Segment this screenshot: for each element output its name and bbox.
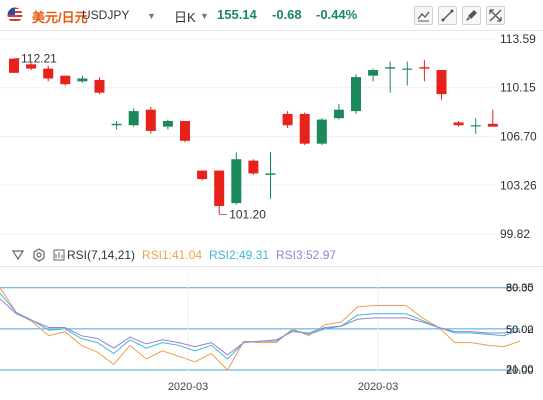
y-tick-label: 106.70 [500, 130, 537, 144]
candle-body [299, 113, 310, 144]
rsi3-legend: RSI3:52.97 [276, 248, 337, 262]
rsi1-legend: RSI1:41.04 [142, 248, 203, 262]
rsi-y-tick-label: 80.00 [506, 283, 534, 295]
rsi-y-tick-label: 50.00 [506, 324, 534, 336]
x-tick-label: 2020-03 [358, 381, 398, 393]
symbol-code[interactable]: USDJPY [82, 8, 130, 22]
period-dropdown-icon[interactable]: ▼ [200, 11, 209, 21]
high-label: 112.21 [21, 52, 57, 66]
candle-body [402, 68, 413, 70]
candle-body [248, 160, 259, 174]
candle-body [436, 70, 447, 95]
rsi-params: RSI(7,14,21) [67, 248, 136, 262]
candle-body [282, 113, 293, 126]
candle-body [487, 123, 498, 127]
last-price: 155.14 [217, 7, 257, 22]
us-flag-icon [7, 7, 23, 23]
rsi-y-tick-label: 20.00 [506, 365, 534, 377]
price-change: -0.68 [272, 7, 302, 22]
rsi-series-2 [0, 292, 521, 360]
candle-body [111, 123, 122, 126]
candle-body [128, 111, 139, 126]
candle-body [351, 77, 361, 112]
rsi-y-tick-label: 50.02 [506, 324, 534, 336]
y-tick-label: 113.59 [500, 32, 536, 46]
settings-icon[interactable] [32, 248, 46, 262]
candle-body [419, 67, 430, 69]
candle-body [453, 122, 464, 126]
candle-body [180, 120, 190, 141]
candle-body [60, 75, 71, 85]
chart-header: 美元/日元 USDJPY ▼ 日K ▼ 155.14 -0.68 -0.44% [0, 0, 543, 30]
candle-body [145, 109, 156, 131]
trend-line-icon[interactable] [438, 6, 457, 25]
brush-icon[interactable] [462, 6, 481, 25]
rsi-series-1 [0, 287, 521, 371]
y-tick-label: 103.26 [500, 178, 537, 192]
candle-body [162, 120, 173, 127]
period-selector[interactable]: 日K [174, 10, 196, 25]
y-tick-label: 110.15 [500, 81, 536, 95]
candle-body [77, 78, 88, 82]
price-change-percent: -0.44% [316, 7, 358, 22]
symbol-name[interactable]: 美元/日元 [32, 10, 88, 25]
candle-body [265, 173, 276, 175]
symbol-dropdown-icon[interactable]: ▼ [147, 11, 156, 21]
rsi-header: RSI(7,14,21) RSI1:41.04 RSI2:49.31 RSI3:… [0, 244, 543, 266]
candle-body [231, 159, 242, 204]
header-divider [0, 30, 543, 31]
candle-body [333, 109, 344, 119]
indicator-icon [53, 249, 65, 261]
rsi2-legend: RSI2:49.31 [209, 248, 270, 262]
rsi-y-tick-label: 80.35 [506, 282, 534, 294]
candlestick-chart[interactable]: 113.59 110.15 106.70 103.26 99.82 112.21 101.… [0, 30, 543, 244]
chart-line-icon[interactable] [414, 6, 433, 25]
candle-body [385, 67, 396, 69]
candle-body [316, 119, 327, 144]
candle-body [214, 170, 225, 206]
candle-body [43, 68, 54, 79]
candle-body [470, 125, 481, 127]
y-tick-label: 99.82 [500, 227, 530, 241]
candle-body [9, 58, 19, 73]
x-tick-label: 2020-03 [168, 381, 208, 393]
candle-body [368, 70, 379, 76]
rsi-series-3 [0, 298, 521, 356]
collapse-icon[interactable] [11, 248, 25, 262]
rsi-y-tick-label: 21.00 [506, 364, 534, 376]
expand-icon[interactable] [486, 6, 505, 25]
candle-body [197, 170, 208, 180]
candle-body [94, 79, 105, 93]
candle-body [26, 64, 37, 69]
low-label: 101.20 [229, 207, 266, 221]
